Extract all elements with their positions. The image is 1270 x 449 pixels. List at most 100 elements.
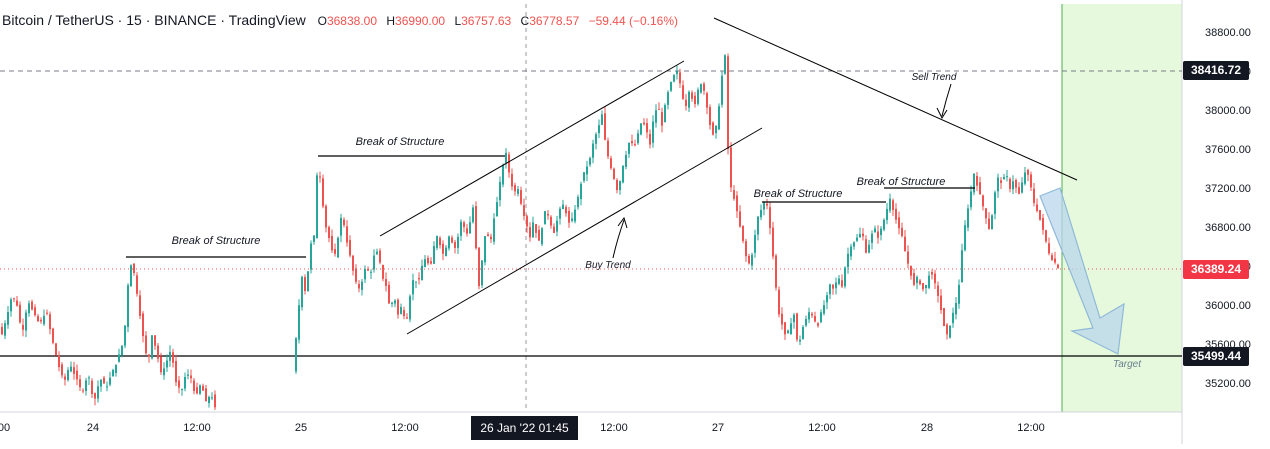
candle-body [490, 236, 492, 240]
candle-body [391, 302, 393, 304]
x-tick-label: 28 [921, 422, 933, 434]
candle-body [355, 268, 357, 282]
candle-body [1045, 230, 1047, 242]
candle-body [811, 313, 813, 316]
candle-body [1057, 264, 1059, 269]
candle-body [478, 247, 480, 287]
candle-body [1003, 176, 1005, 180]
candle-body [583, 172, 585, 181]
candle-body [901, 227, 903, 236]
candle-body [52, 328, 54, 343]
candle-body [55, 343, 57, 356]
candle-body [883, 219, 885, 230]
candle-body [67, 370, 69, 381]
candle-body [598, 125, 600, 134]
candle-body [139, 295, 141, 317]
candle-body [817, 323, 819, 326]
candle-body [595, 134, 597, 144]
candle-body [625, 154, 627, 167]
candle-body [511, 173, 513, 187]
candle-body [400, 307, 402, 314]
x-tick-label: 00 [0, 422, 10, 434]
sell-trend-line [713, 17, 1078, 181]
x-tick-label: 27 [712, 422, 724, 434]
ohlc-values: O36838.00 H36990.00 L36757.63 C36778.57 … [318, 14, 684, 28]
candle-body [538, 229, 540, 241]
candle-body [637, 133, 639, 144]
candle-body [622, 165, 624, 183]
candle-body [4, 323, 6, 336]
candle-body [724, 55, 726, 74]
candle-body [397, 299, 399, 315]
candle-body [481, 260, 483, 286]
candle-body [436, 236, 438, 248]
candle-body [820, 312, 822, 323]
candle-body [112, 369, 114, 377]
candle-body [40, 319, 42, 322]
candle-body [646, 123, 648, 133]
candle-body [826, 295, 828, 303]
candle-body [319, 176, 321, 178]
candle-body [535, 224, 537, 233]
candle-body [301, 276, 303, 308]
candle-body [592, 143, 594, 158]
candle-body [532, 222, 534, 238]
candle-body [367, 269, 369, 271]
open-value: 36838.00 [326, 14, 378, 28]
candle-body [931, 272, 933, 275]
candle-body [886, 208, 888, 221]
candle-body [790, 323, 792, 335]
candle-body [706, 93, 708, 108]
candle-body [166, 360, 168, 368]
candle-body [757, 216, 759, 235]
candle-body [892, 200, 894, 210]
candle-body [754, 234, 756, 253]
candle-body [298, 305, 300, 340]
candle-body [370, 271, 372, 273]
y-tick-label: 36000.00 [1205, 300, 1251, 312]
candle-body [94, 393, 96, 399]
candle-body [472, 207, 474, 223]
candle-body [457, 236, 459, 248]
bos3-label: Break of Structure [754, 188, 843, 200]
candle-body [871, 233, 873, 243]
candle-body [574, 209, 576, 222]
candle-body [970, 191, 972, 208]
candle-body [652, 121, 654, 143]
candle-body [658, 108, 660, 110]
candle-body [142, 313, 144, 337]
candle-body [46, 312, 48, 314]
candle-body [484, 236, 486, 263]
candle-body [148, 354, 150, 357]
symbol-title[interactable]: Bitcoin / TetherUS · 15 · BINANCE · Trad… [2, 12, 306, 28]
candle-body [211, 397, 213, 399]
candle-body [1042, 217, 1044, 230]
candle-body [880, 228, 882, 236]
candle-body [1027, 170, 1029, 175]
candle-body [466, 228, 468, 234]
candle-body [979, 182, 981, 195]
candle-body [832, 284, 834, 289]
candle-body [694, 95, 696, 105]
candle-body [787, 330, 789, 333]
candle-body [175, 361, 177, 383]
candle-body [904, 236, 906, 252]
candle-body [70, 366, 72, 372]
candle-body [751, 254, 753, 266]
candle-body [16, 300, 18, 306]
candle-body [439, 237, 441, 246]
candle-body [781, 313, 783, 325]
x-tick-label: 24 [87, 422, 99, 434]
candle-body [913, 273, 915, 285]
candle-body [973, 173, 975, 193]
candle-body [799, 339, 801, 342]
candle-body [664, 105, 666, 123]
candle-body [418, 278, 420, 280]
y-tick-label: 38000.00 [1205, 105, 1251, 117]
x-tick-label: 12:00 [183, 422, 211, 434]
candle-body [961, 250, 963, 283]
candle-body [823, 305, 825, 314]
candle-body [190, 375, 192, 379]
